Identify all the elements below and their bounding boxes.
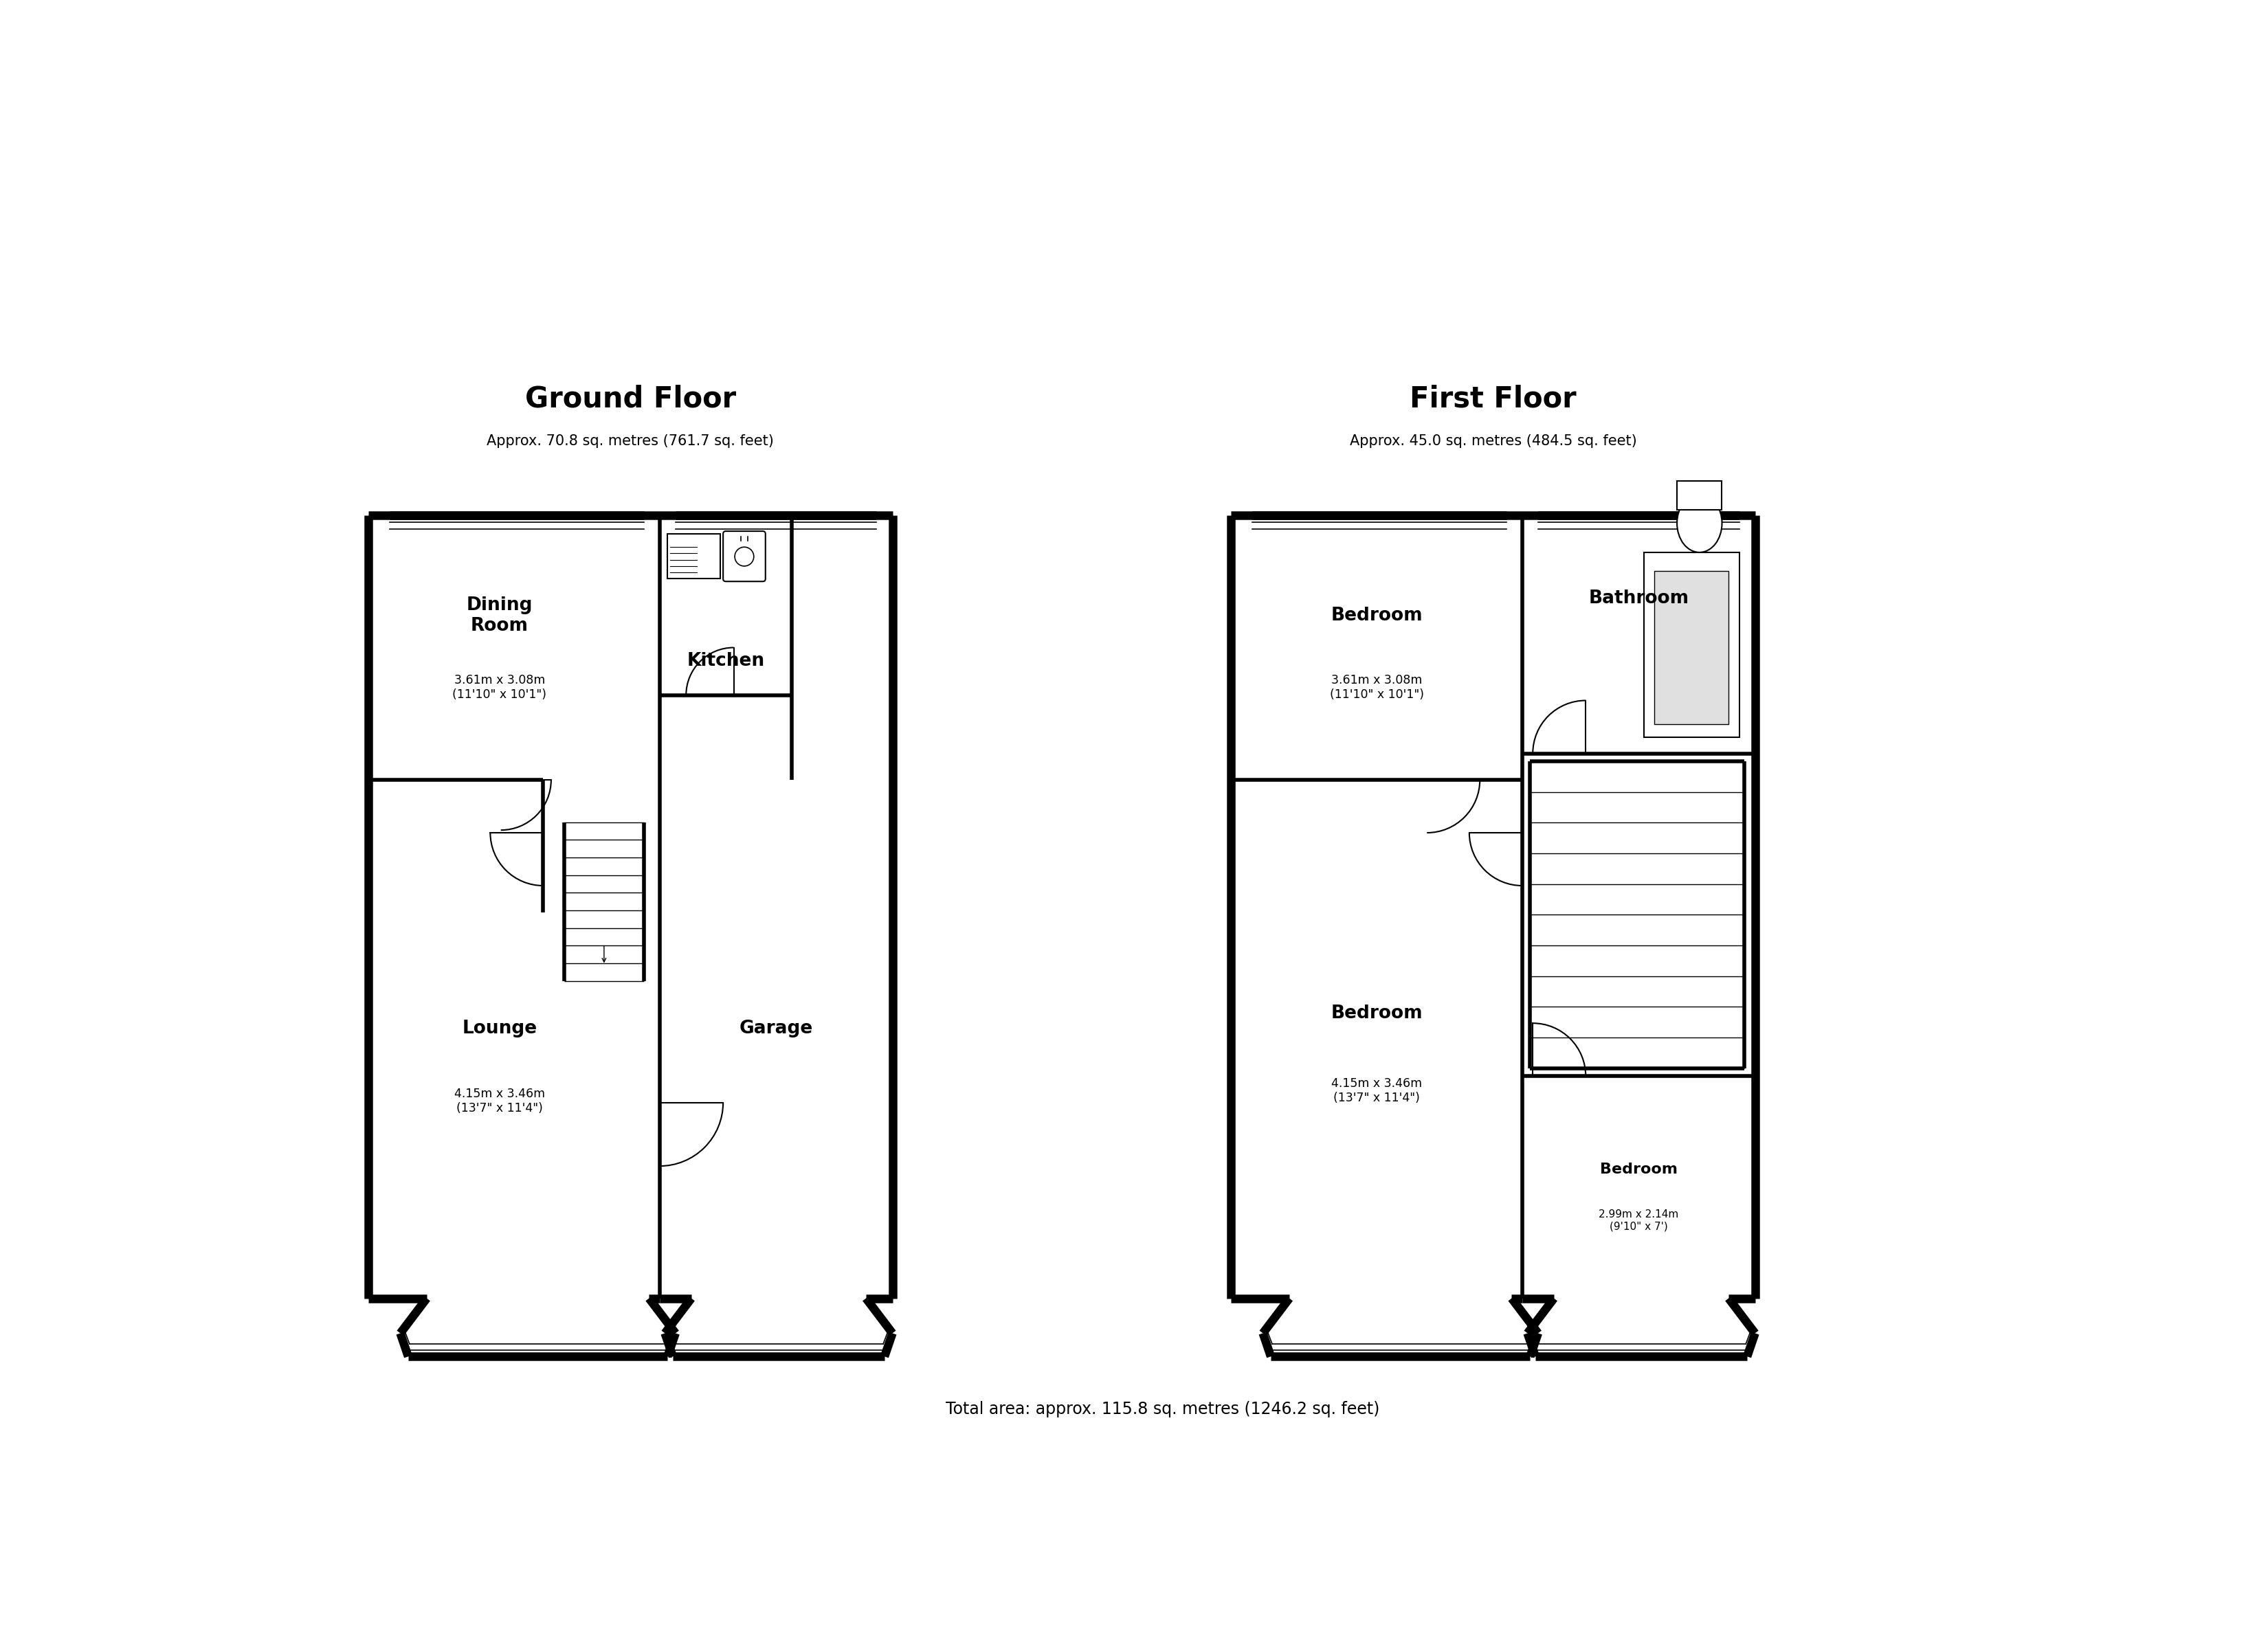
- Text: 2.99m x 2.14m
(9'10" x 7'): 2.99m x 2.14m (9'10" x 7'): [1599, 1209, 1678, 1232]
- FancyBboxPatch shape: [723, 531, 767, 582]
- Text: Approx. 70.8 sq. metres (761.7 sq. feet): Approx. 70.8 sq. metres (761.7 sq. feet): [488, 434, 773, 449]
- Bar: [667, 534, 721, 579]
- Text: Kitchen: Kitchen: [687, 651, 764, 669]
- Bar: [1678, 482, 1721, 510]
- Text: 4.15m x 3.46m
(13'7" x 11'4"): 4.15m x 3.46m (13'7" x 11'4"): [1331, 1077, 1422, 1105]
- Ellipse shape: [1676, 495, 1721, 552]
- Text: Bedroom: Bedroom: [1599, 1163, 1678, 1176]
- Text: Bedroom: Bedroom: [1331, 607, 1422, 625]
- Text: Bedroom: Bedroom: [1331, 1004, 1422, 1022]
- Text: Garage: Garage: [739, 1019, 812, 1037]
- Text: Approx. 45.0 sq. metres (484.5 sq. feet): Approx. 45.0 sq. metres (484.5 sq. feet): [1349, 434, 1637, 449]
- Text: 3.61m x 3.08m
(11'10" x 10'1"): 3.61m x 3.08m (11'10" x 10'1"): [1329, 674, 1424, 701]
- Circle shape: [735, 547, 753, 566]
- Text: First Floor: First Floor: [1411, 384, 1576, 414]
- Text: Bathroom: Bathroom: [1588, 590, 1690, 607]
- Text: Lounge: Lounge: [463, 1019, 538, 1037]
- Bar: [1656, 571, 1728, 724]
- Text: Dining
Room: Dining Room: [467, 597, 533, 635]
- Text: Ground Floor: Ground Floor: [524, 384, 737, 414]
- Text: 3.61m x 3.08m
(11'10" x 10'1"): 3.61m x 3.08m (11'10" x 10'1"): [451, 674, 547, 701]
- Bar: [1644, 552, 1740, 737]
- Text: Total area: approx. 115.8 sq. metres (1246.2 sq. feet): Total area: approx. 115.8 sq. metres (12…: [946, 1402, 1379, 1418]
- Text: 4.15m x 3.46m
(13'7" x 11'4"): 4.15m x 3.46m (13'7" x 11'4"): [454, 1088, 544, 1115]
